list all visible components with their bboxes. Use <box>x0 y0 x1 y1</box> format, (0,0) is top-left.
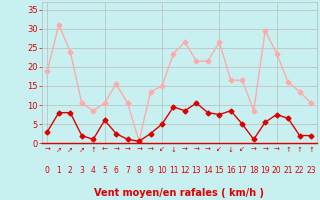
Text: 22: 22 <box>295 166 304 175</box>
Text: 14: 14 <box>203 166 213 175</box>
Text: 21: 21 <box>284 166 293 175</box>
Text: →: → <box>125 147 131 153</box>
Text: ↑: ↑ <box>285 147 291 153</box>
Text: 20: 20 <box>272 166 282 175</box>
Text: ↑: ↑ <box>90 147 96 153</box>
Text: →: → <box>262 147 268 153</box>
Text: ↙: ↙ <box>216 147 222 153</box>
Text: ↗: ↗ <box>79 147 85 153</box>
Text: 4: 4 <box>91 166 96 175</box>
Text: 15: 15 <box>214 166 224 175</box>
Text: 11: 11 <box>169 166 178 175</box>
Text: →: → <box>194 147 199 153</box>
Text: 5: 5 <box>102 166 107 175</box>
Text: Vent moyen/en rafales ( km/h ): Vent moyen/en rafales ( km/h ) <box>94 188 264 198</box>
Text: ↙: ↙ <box>159 147 165 153</box>
Text: →: → <box>274 147 280 153</box>
Text: ↗: ↗ <box>67 147 73 153</box>
Text: 9: 9 <box>148 166 153 175</box>
Text: 2: 2 <box>68 166 73 175</box>
Text: 18: 18 <box>249 166 259 175</box>
Text: ↑: ↑ <box>297 147 302 153</box>
Text: 23: 23 <box>306 166 316 175</box>
Text: ↗: ↗ <box>56 147 62 153</box>
Text: →: → <box>251 147 257 153</box>
Text: →: → <box>205 147 211 153</box>
Text: →: → <box>148 147 154 153</box>
Text: ←: ← <box>102 147 108 153</box>
Text: ↓: ↓ <box>171 147 176 153</box>
Text: →: → <box>44 147 50 153</box>
Text: 12: 12 <box>180 166 190 175</box>
Text: →: → <box>136 147 142 153</box>
Text: 13: 13 <box>192 166 201 175</box>
Text: →: → <box>182 147 188 153</box>
Text: 6: 6 <box>114 166 119 175</box>
Text: ↓: ↓ <box>228 147 234 153</box>
Text: 1: 1 <box>56 166 61 175</box>
Text: 16: 16 <box>226 166 236 175</box>
Text: 10: 10 <box>157 166 167 175</box>
Text: ↙: ↙ <box>239 147 245 153</box>
Text: 0: 0 <box>45 166 50 175</box>
Text: 8: 8 <box>137 166 141 175</box>
Text: 7: 7 <box>125 166 130 175</box>
Text: →: → <box>113 147 119 153</box>
Text: 3: 3 <box>79 166 84 175</box>
Text: 19: 19 <box>260 166 270 175</box>
Text: 17: 17 <box>237 166 247 175</box>
Text: ↑: ↑ <box>308 147 314 153</box>
